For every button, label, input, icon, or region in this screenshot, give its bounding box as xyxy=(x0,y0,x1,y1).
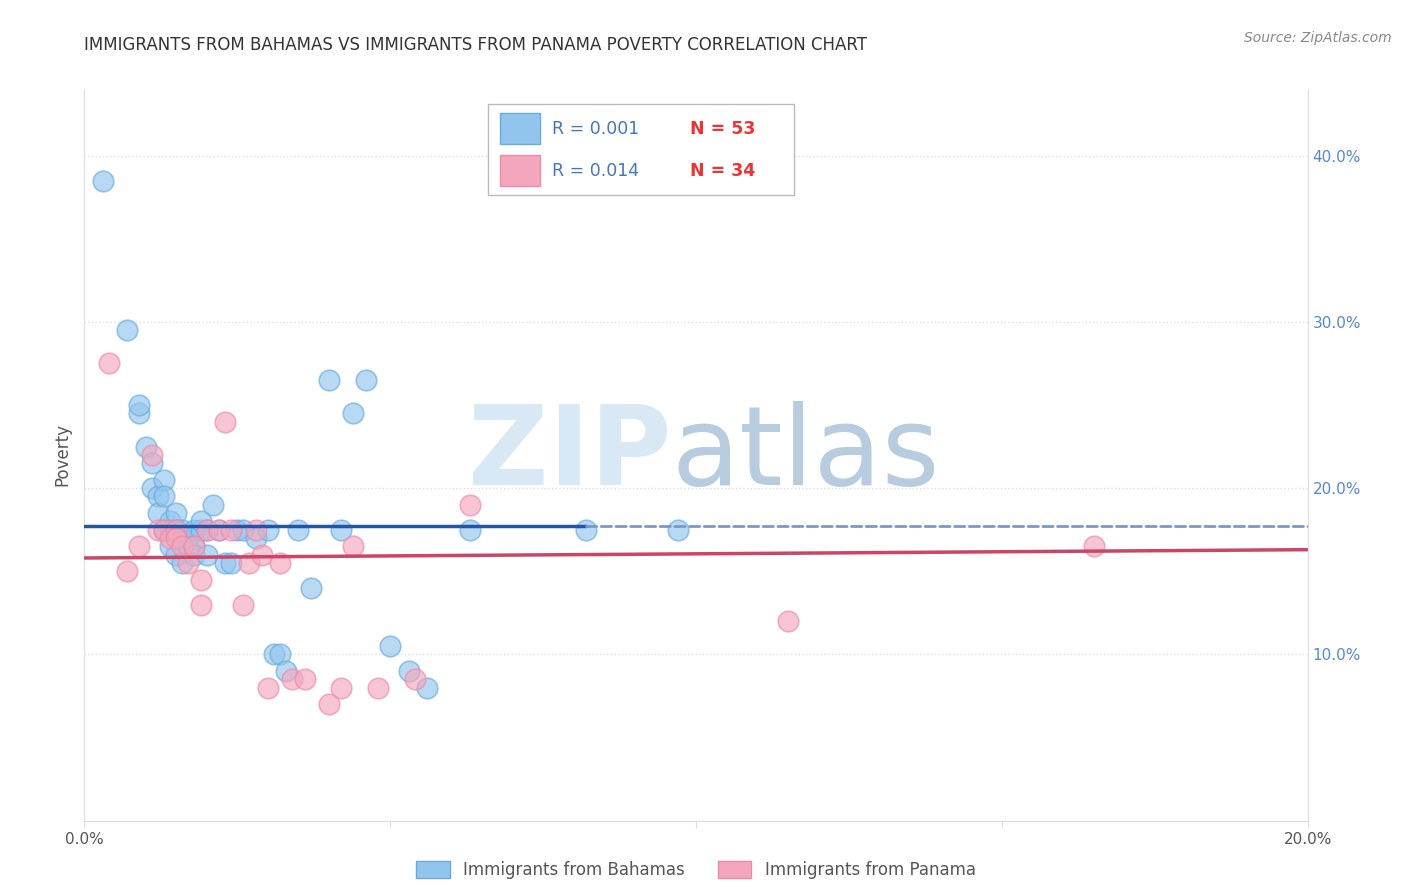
Point xyxy=(172,523,194,537)
Point xyxy=(299,581,322,595)
Point xyxy=(190,523,212,537)
Text: atlas: atlas xyxy=(672,401,941,508)
Point xyxy=(318,698,340,712)
Point xyxy=(183,539,205,553)
Point xyxy=(214,556,236,570)
Point xyxy=(776,614,799,628)
Point xyxy=(183,548,205,562)
Point xyxy=(195,523,218,537)
Point xyxy=(263,648,285,662)
Point xyxy=(458,498,481,512)
Point xyxy=(257,681,280,695)
Point xyxy=(219,556,242,570)
Point xyxy=(128,398,150,412)
Point xyxy=(575,523,598,537)
Point xyxy=(141,456,163,470)
Point xyxy=(245,523,267,537)
Point xyxy=(183,523,205,537)
Point xyxy=(135,440,157,454)
Point xyxy=(146,523,169,537)
Point xyxy=(190,598,212,612)
Point xyxy=(146,506,169,520)
Point xyxy=(245,531,267,545)
Point xyxy=(330,681,353,695)
Point xyxy=(190,515,212,529)
Point xyxy=(342,539,364,553)
Point xyxy=(146,490,169,504)
Point xyxy=(330,523,353,537)
Point xyxy=(219,523,242,537)
Point xyxy=(208,523,231,537)
Point xyxy=(195,523,218,537)
Point xyxy=(91,173,114,187)
Legend: Immigrants from Bahamas, Immigrants from Panama: Immigrants from Bahamas, Immigrants from… xyxy=(409,854,983,886)
Point xyxy=(165,506,187,520)
Point xyxy=(257,523,280,537)
Point xyxy=(380,639,402,653)
Point xyxy=(195,548,218,562)
Point xyxy=(342,406,364,420)
Point xyxy=(214,415,236,429)
Point xyxy=(159,539,181,553)
Point xyxy=(232,523,254,537)
Point xyxy=(238,556,260,570)
Point xyxy=(269,648,291,662)
Point xyxy=(115,564,138,578)
Point xyxy=(416,681,439,695)
Point xyxy=(250,548,273,562)
Point xyxy=(165,523,187,537)
Point xyxy=(666,523,689,537)
Point xyxy=(159,523,181,537)
Point xyxy=(183,539,205,553)
Point xyxy=(398,664,420,678)
Text: ZIP: ZIP xyxy=(468,401,672,508)
Point xyxy=(153,490,176,504)
Point xyxy=(177,531,200,545)
Point xyxy=(354,373,377,387)
Point xyxy=(153,523,176,537)
Point xyxy=(153,523,176,537)
Point xyxy=(172,556,194,570)
Point xyxy=(172,539,194,553)
Point xyxy=(165,548,187,562)
Point xyxy=(226,523,249,537)
Point xyxy=(318,373,340,387)
Point xyxy=(165,531,187,545)
Point xyxy=(115,323,138,337)
Point xyxy=(177,556,200,570)
Point xyxy=(128,539,150,553)
Point xyxy=(276,664,298,678)
Point xyxy=(281,673,304,687)
Point xyxy=(177,539,200,553)
Y-axis label: Poverty: Poverty xyxy=(53,424,72,486)
Point xyxy=(232,598,254,612)
Point xyxy=(367,681,389,695)
Point xyxy=(165,523,187,537)
Point xyxy=(294,673,316,687)
Text: Source: ZipAtlas.com: Source: ZipAtlas.com xyxy=(1244,31,1392,45)
Point xyxy=(269,556,291,570)
Text: IMMIGRANTS FROM BAHAMAS VS IMMIGRANTS FROM PANAMA POVERTY CORRELATION CHART: IMMIGRANTS FROM BAHAMAS VS IMMIGRANTS FR… xyxy=(84,36,868,54)
Point xyxy=(201,498,224,512)
Point xyxy=(153,473,176,487)
Point xyxy=(141,448,163,462)
Point xyxy=(159,531,181,545)
Point xyxy=(172,531,194,545)
Point xyxy=(1083,539,1105,553)
Point xyxy=(141,481,163,495)
Point xyxy=(97,356,120,370)
Point xyxy=(458,523,481,537)
Point xyxy=(208,523,231,537)
Point xyxy=(404,673,426,687)
Point xyxy=(287,523,309,537)
Point xyxy=(159,515,181,529)
Point xyxy=(128,406,150,420)
Point xyxy=(190,573,212,587)
